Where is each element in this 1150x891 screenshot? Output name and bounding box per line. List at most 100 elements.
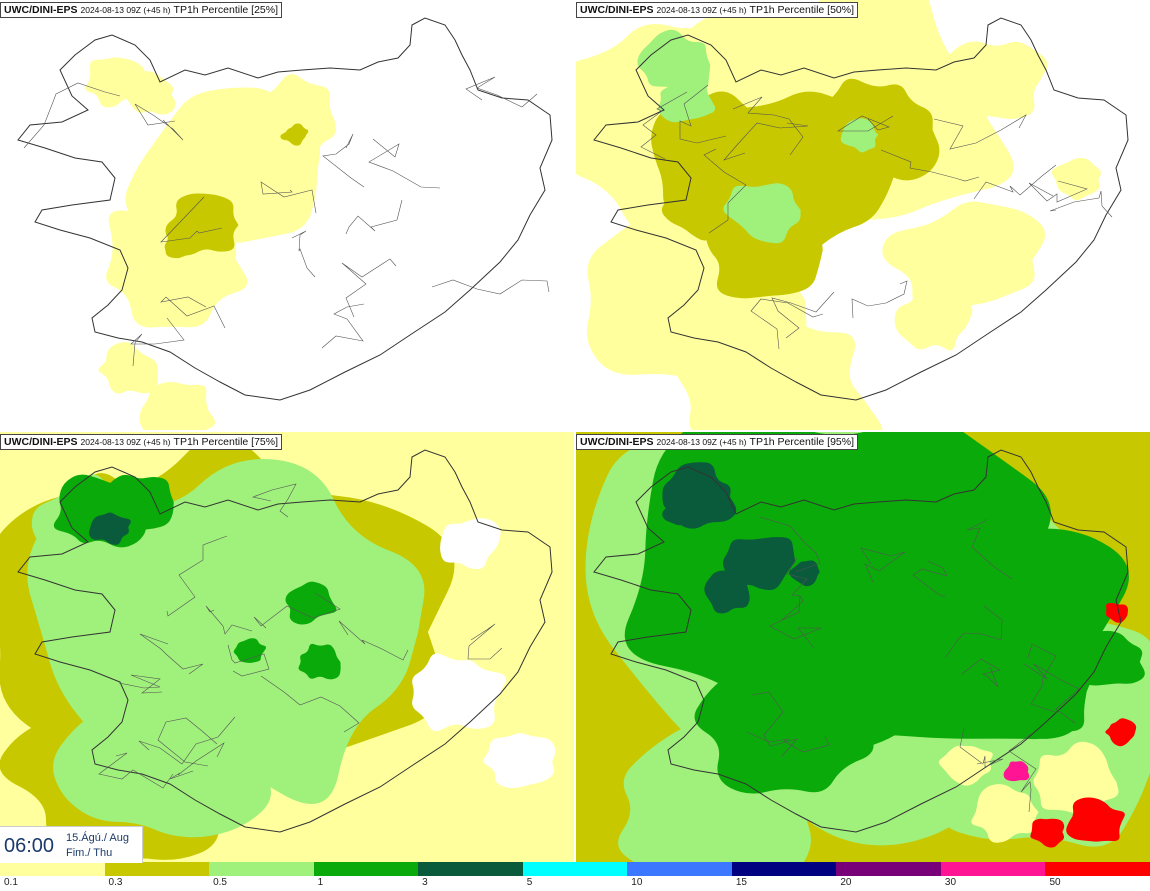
precipitation-area bbox=[123, 71, 176, 115]
map-p95 bbox=[576, 432, 1150, 862]
river-line bbox=[912, 560, 948, 598]
coastline bbox=[17, 17, 553, 401]
river-line bbox=[703, 148, 747, 234]
legend-tick-label: 50 bbox=[1049, 877, 1061, 888]
river-line bbox=[338, 620, 409, 661]
river-line bbox=[679, 84, 727, 144]
run-label: 2024-08-13 09Z (+45 h) bbox=[656, 5, 747, 15]
legend-tick-label: 15 bbox=[735, 877, 747, 888]
map-panel-p25: UWC/DINI-EPS 2024-08-13 09Z (+45 h) TP1h P… bbox=[0, 0, 574, 430]
river-line bbox=[98, 752, 174, 789]
field-label: TP1h Percentile [50%] bbox=[749, 4, 855, 16]
river-line bbox=[851, 280, 908, 319]
precipitation-area bbox=[1033, 741, 1119, 814]
precipitation-area bbox=[1105, 718, 1137, 747]
river-line bbox=[751, 691, 798, 757]
river-line bbox=[961, 658, 1001, 688]
river-line bbox=[227, 644, 270, 677]
river-line bbox=[260, 181, 317, 214]
precipitation-area bbox=[88, 512, 131, 545]
river-line bbox=[933, 114, 1027, 150]
field-label: TP1h Percentile [75%] bbox=[173, 436, 279, 448]
river-line bbox=[157, 717, 218, 767]
river-line bbox=[1028, 180, 1088, 203]
valid-day-line: Fim./ Thu bbox=[66, 847, 113, 859]
river-line bbox=[341, 258, 397, 318]
run-label: 2024-08-13 09Z (+45 h) bbox=[656, 437, 747, 447]
precipitation-area bbox=[53, 680, 271, 838]
river-line bbox=[966, 518, 1013, 580]
precipitation-area bbox=[1066, 797, 1125, 842]
river-line bbox=[771, 291, 835, 339]
river-line bbox=[836, 115, 894, 132]
river-line bbox=[160, 296, 226, 329]
precipitation-area bbox=[840, 118, 879, 153]
panel-title-p25: UWC/DINI-EPS 2024-08-13 09Z (+45 h) TP1h P… bbox=[0, 2, 283, 18]
map-p50 bbox=[576, 0, 1150, 430]
river-line bbox=[321, 303, 365, 349]
precipitation-area bbox=[98, 342, 158, 394]
map-panel-p95: UWC/DINI-EPS 2024-08-13 09Z (+45 h) TP1h P… bbox=[576, 432, 1150, 862]
precipitation-area bbox=[164, 231, 197, 259]
legend-color-bin bbox=[731, 862, 838, 876]
precipitation-area bbox=[795, 692, 872, 754]
legend-color-bin bbox=[418, 862, 524, 876]
river-line bbox=[368, 138, 441, 189]
river-line bbox=[169, 742, 225, 780]
field-label: TP1h Percentile [95%] bbox=[749, 436, 855, 448]
river-line bbox=[166, 535, 228, 617]
legend-tick-label: 5 bbox=[526, 877, 533, 888]
valid-time-clock: 06:00 bbox=[4, 835, 55, 857]
legend-tick-label: 0.1 bbox=[4, 877, 18, 888]
precipitation-area bbox=[233, 638, 267, 663]
river-line bbox=[640, 91, 688, 160]
river-line bbox=[205, 605, 253, 635]
precipitation-area bbox=[809, 78, 940, 182]
legend-color-bin bbox=[522, 862, 629, 876]
precipitation-area bbox=[285, 581, 337, 625]
river-line bbox=[431, 279, 550, 295]
river-line bbox=[138, 716, 236, 765]
river-line bbox=[130, 317, 185, 367]
precipitation-area bbox=[981, 647, 1092, 740]
model-label: UWC/DINI-EPS bbox=[4, 436, 78, 448]
river-line bbox=[23, 82, 121, 149]
precipitation-area bbox=[882, 201, 1046, 317]
precipitation-area bbox=[938, 745, 993, 786]
river-line bbox=[959, 727, 1004, 768]
map-p25 bbox=[0, 0, 574, 430]
legend-color-bin bbox=[313, 862, 420, 876]
precipitation-area bbox=[139, 382, 216, 430]
legend-tick-label: 1 bbox=[317, 877, 324, 888]
precipitation-area bbox=[704, 570, 750, 614]
map-p75 bbox=[0, 432, 574, 862]
precipitation-area bbox=[483, 733, 556, 789]
river-line bbox=[251, 483, 297, 518]
river-line bbox=[973, 164, 1057, 200]
precipitation-area bbox=[971, 784, 1039, 843]
legend-color-bin bbox=[627, 862, 733, 876]
coastline bbox=[593, 17, 1129, 401]
river-line bbox=[1008, 733, 1037, 813]
coastline bbox=[17, 449, 553, 833]
river-line bbox=[118, 674, 163, 694]
river-line bbox=[322, 133, 365, 188]
river-line bbox=[860, 547, 906, 583]
precipitation-area bbox=[412, 653, 506, 732]
river-line bbox=[345, 199, 403, 235]
river-line bbox=[769, 595, 822, 649]
precipitation-area bbox=[676, 310, 883, 430]
river-line bbox=[944, 605, 1003, 659]
river-line bbox=[467, 623, 503, 660]
precipitation-legend: 0.1 0.3 0.5 1 3 5 10 15 20 30 50 bbox=[0, 862, 1150, 891]
precipitation-area bbox=[1105, 602, 1129, 623]
river-line bbox=[260, 675, 360, 733]
river-line bbox=[750, 298, 824, 350]
legend-color-bin bbox=[0, 862, 106, 876]
run-label: 2024-08-13 09Z (+45 h) bbox=[80, 5, 171, 15]
precipitation-area bbox=[694, 657, 876, 794]
river-line bbox=[759, 516, 821, 573]
river-line bbox=[723, 122, 809, 161]
precipitation-area bbox=[944, 41, 1048, 119]
precipitation-area bbox=[1072, 630, 1145, 686]
